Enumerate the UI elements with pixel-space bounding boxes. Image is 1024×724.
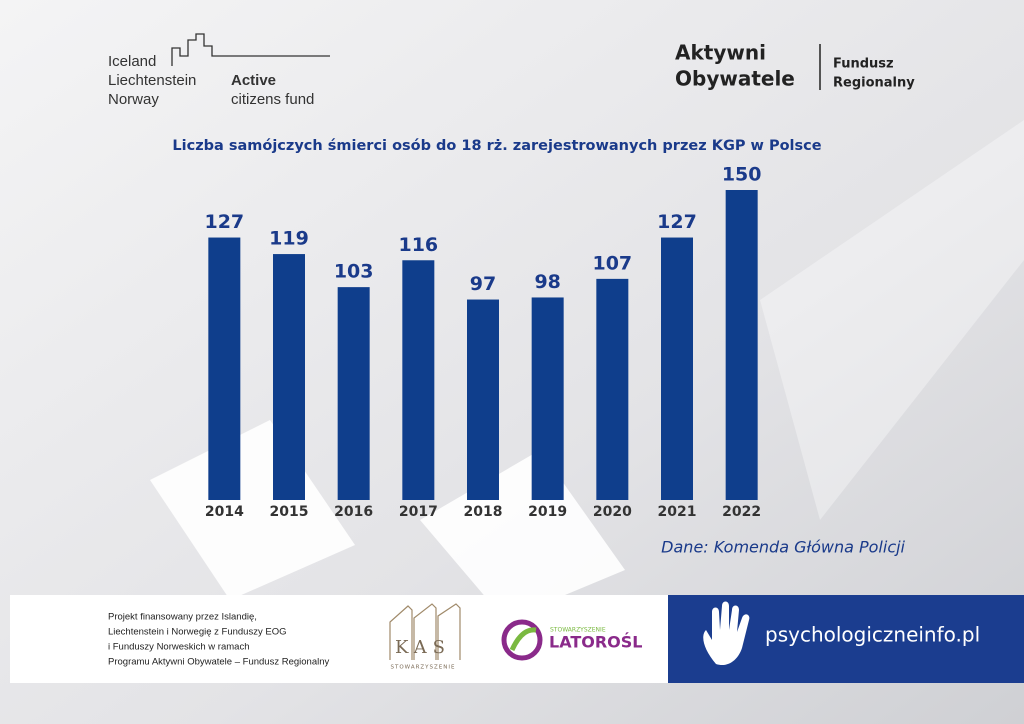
footer-text: Programu Aktywni Obywatele – Fundusz Reg… — [108, 657, 330, 668]
bar — [531, 297, 564, 500]
x-tick-label: 2022 — [722, 504, 761, 520]
x-tick-label: 2014 — [205, 504, 244, 520]
site: psychologiczneinfo.pl — [765, 623, 980, 647]
bar — [273, 254, 305, 500]
bar — [337, 287, 370, 500]
logo-text: Norway — [108, 91, 159, 108]
bar — [467, 299, 499, 500]
value-label: 150 — [722, 164, 762, 186]
footer-text: Liechtenstein i Norwegię z Funduszy EOG — [108, 627, 286, 638]
source: Dane: Komenda Główna Policji — [661, 538, 905, 557]
logo-text: Liechtenstein — [108, 72, 196, 89]
x-tick-label: 2016 — [334, 504, 373, 520]
latorosl-icon — [509, 627, 537, 652]
value-label: 127 — [204, 211, 244, 233]
bar — [661, 237, 693, 501]
footer-text: i Funduszy Norweskich w ramach — [108, 642, 250, 653]
value-label: 107 — [592, 252, 632, 274]
value-label: 127 — [657, 211, 697, 233]
x-tick-label: 2019 — [528, 504, 567, 520]
bar — [596, 278, 629, 500]
x-tick-label: 2021 — [658, 504, 697, 520]
decor — [150, 420, 355, 600]
decor — [760, 120, 1024, 520]
footer-note: Projekt finansowany przez Islandię, Liec… — [108, 612, 330, 668]
x-tick-label: 2015 — [270, 504, 309, 520]
bar — [402, 260, 435, 500]
x-tick-label: 2020 — [593, 504, 632, 520]
logo-text: Fundusz — [833, 57, 894, 72]
latorosl-icon — [501, 619, 543, 661]
ao-logo: Aktywni Obywatele Fundusz Regionalny — [675, 41, 915, 91]
logo-text: Active — [231, 72, 276, 89]
kas-name: KAS — [395, 637, 451, 658]
chart: 127 2014 119 2015 103 2016 116 2017 97 2018 98 2019… — [204, 164, 761, 521]
latorosl-name: LATOROŚL — [549, 633, 643, 652]
value-label: 97 — [470, 273, 496, 295]
x-tick-label: 2017 — [399, 504, 438, 520]
value-label: 98 — [534, 271, 560, 293]
kas-sub: STOWARZYSZENIE — [391, 665, 456, 671]
value-label: 103 — [334, 261, 374, 283]
bar — [208, 237, 241, 501]
logo-text: Regionalny — [833, 76, 915, 91]
hand — [703, 601, 750, 666]
chart-title: Liczba samójczych śmierci osób do 18 rż.… — [172, 138, 821, 154]
bar — [725, 190, 758, 500]
value-label: 116 — [398, 234, 438, 256]
footer-text: Projekt finansowany przez Islandię, — [108, 612, 257, 623]
x-tick-label: 2018 — [464, 504, 503, 520]
hand-icon — [703, 601, 750, 666]
latorosl-sub: STOWARZYSZENIE — [550, 627, 606, 634]
kas-icon — [389, 603, 461, 660]
logo-text: citizens fund — [231, 91, 314, 108]
logo-skyline — [171, 33, 330, 66]
footer-panel — [10, 595, 668, 683]
logo-text: Iceland — [108, 53, 156, 70]
value-label: 119 — [269, 228, 309, 250]
logo-text: Obywatele — [675, 67, 795, 91]
eea-logo: Iceland Liechtenstein Norway Active citi… — [108, 33, 330, 108]
logo-text: Aktywni — [675, 41, 766, 65]
